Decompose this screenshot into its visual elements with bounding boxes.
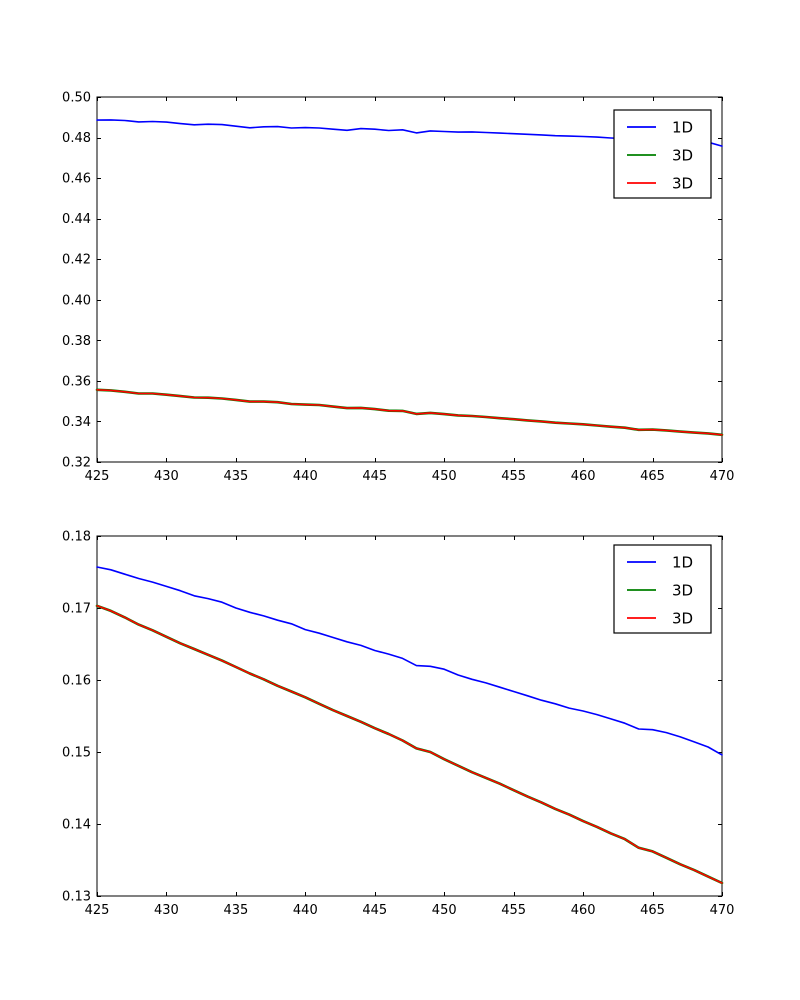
- y-tick-label: 0.44: [62, 212, 91, 227]
- legend-label: 3D: [672, 610, 693, 628]
- series-line-3d-2: [96, 604, 723, 884]
- x-tick-label: 470: [710, 469, 735, 484]
- y-tick-label: 0.40: [62, 293, 91, 308]
- x-tick-label: 435: [223, 469, 248, 484]
- series-line-3d-2: [96, 388, 723, 436]
- legend-box: [613, 544, 712, 634]
- x-tick-label: 445: [362, 903, 387, 918]
- x-tick-label: 440: [293, 469, 318, 484]
- legend-label: 3D: [672, 175, 693, 193]
- x-tick-label: 460: [571, 469, 596, 484]
- y-tick-label: 0.36: [62, 374, 91, 389]
- y-tick-label: 0.14: [62, 818, 91, 833]
- x-tick-label: 425: [85, 903, 110, 918]
- y-tick-label: 0.42: [62, 253, 91, 268]
- x-tick-label: 460: [571, 903, 596, 918]
- y-tick-label: 0.17: [62, 602, 91, 617]
- x-tick-label: 425: [85, 469, 110, 484]
- x-tick-label: 455: [501, 903, 526, 918]
- x-tick-label: 450: [432, 903, 457, 918]
- y-tick-label: 0.16: [62, 674, 91, 689]
- y-tick-label: 0.32: [62, 456, 91, 471]
- subplot-2: 425 430 435 440 445 450 455 460 465 470 0.13 0.14 0.…: [62, 530, 734, 919]
- y-tick-label: 0.13: [62, 890, 91, 905]
- x-tick-label: 465: [640, 903, 665, 918]
- x-tick-label: 445: [362, 469, 387, 484]
- x-tick-label: 435: [223, 903, 248, 918]
- subplot-1: 425 430 435 440 445 450 455 460 465 470 0.32 0.34 0.…: [62, 91, 734, 485]
- legend-label: 1D: [672, 119, 693, 137]
- x-tick-label: 465: [640, 469, 665, 484]
- x-tick-label: 430: [154, 469, 179, 484]
- y-tick-label: 0.34: [62, 415, 91, 430]
- y-tick-label: 0.15: [62, 746, 91, 761]
- x-tick-label: 470: [710, 903, 735, 918]
- x-tick-label: 450: [432, 469, 457, 484]
- y-tick-label: 0.46: [62, 172, 91, 187]
- x-tick-label: 455: [501, 469, 526, 484]
- legend-label: 3D: [672, 147, 693, 165]
- y-tick-label: 0.38: [62, 334, 91, 349]
- y-tick-label: 0.48: [62, 131, 91, 146]
- legend-label: 1D: [672, 554, 693, 572]
- legend-label: 3D: [672, 582, 693, 600]
- y-tick-label: 0.50: [62, 91, 91, 106]
- legend-box: [613, 109, 712, 199]
- x-tick-label: 430: [154, 903, 179, 918]
- x-tick-label: 440: [293, 903, 318, 918]
- series-line-1d-0: [96, 566, 723, 756]
- y-tick-label: 0.18: [62, 530, 91, 545]
